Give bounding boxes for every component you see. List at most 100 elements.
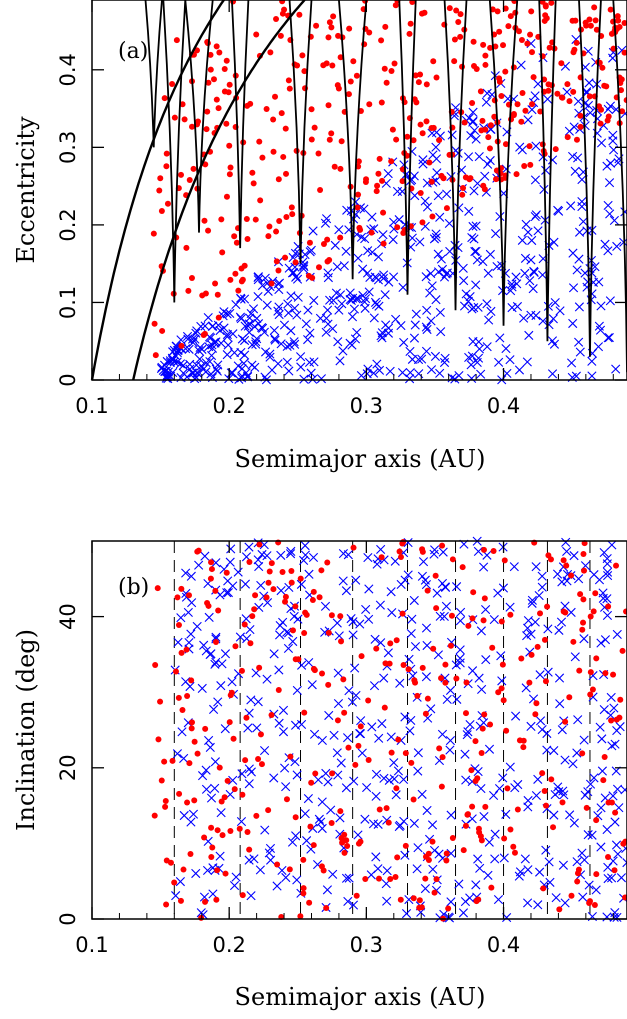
high-e-point	[474, 775, 481, 782]
high-e-point	[328, 24, 335, 31]
low-e-point	[363, 246, 373, 256]
low-e-point	[248, 304, 259, 314]
low-e-point	[480, 171, 490, 181]
high-e-point	[215, 314, 222, 321]
low-e-point	[468, 107, 478, 117]
low-e-point	[522, 623, 533, 633]
high-e-point	[388, 749, 395, 756]
low-e-point	[253, 555, 263, 565]
low-e-point	[343, 896, 353, 907]
high-e-point	[507, 13, 514, 20]
high-e-point	[273, 15, 280, 22]
high-e-point	[213, 896, 220, 903]
high-e-point	[202, 898, 209, 905]
high-e-point	[466, 176, 473, 183]
low-e-point	[471, 280, 481, 290]
low-e-point	[210, 783, 220, 793]
low-e-point	[410, 191, 420, 201]
high-e-point	[600, 777, 607, 784]
low-e-point	[566, 358, 577, 368]
low-e-point	[535, 867, 545, 877]
resonance-spike	[398, 0, 417, 295]
high-e-point	[610, 671, 617, 678]
high-e-point	[442, 661, 449, 668]
high-e-point	[183, 244, 190, 251]
high-e-point	[473, 66, 480, 73]
high-e-point	[289, 627, 296, 634]
low-e-point	[445, 745, 455, 755]
low-e-point	[344, 686, 354, 696]
low-e-point	[530, 91, 540, 101]
low-e-point	[332, 748, 342, 758]
high-e-point	[542, 678, 549, 685]
low-e-point	[371, 791, 381, 801]
high-e-point	[430, 58, 437, 65]
low-e-point	[458, 263, 468, 273]
low-e-point	[191, 328, 201, 338]
low-e-point	[562, 87, 572, 97]
low-e-point	[455, 607, 466, 617]
low-e-point	[341, 586, 351, 596]
low-e-point	[505, 355, 515, 365]
high-e-point	[308, 779, 315, 786]
low-e-point	[575, 347, 585, 357]
low-e-point	[186, 817, 196, 827]
low-e-point	[483, 870, 493, 880]
low-e-point	[300, 809, 310, 819]
low-e-point	[607, 873, 617, 883]
low-e-point	[210, 659, 220, 669]
low-e-point	[215, 851, 225, 861]
low-e-point	[564, 126, 574, 136]
high-e-point	[301, 630, 308, 637]
high-e-point	[259, 154, 266, 161]
high-e-point	[388, 67, 395, 74]
high-e-point	[542, 3, 549, 10]
high-e-point	[425, 856, 432, 863]
high-e-point	[263, 594, 270, 601]
low-e-point	[283, 308, 294, 318]
high-e-point	[479, 725, 486, 732]
high-e-point	[178, 585, 185, 592]
low-e-point	[343, 550, 353, 560]
low-e-point	[574, 227, 585, 237]
high-e-point	[300, 856, 307, 863]
y-tick-label-a: 0.2	[56, 208, 80, 241]
low-e-point	[195, 354, 205, 364]
low-e-point	[305, 328, 315, 338]
high-e-point	[268, 560, 275, 567]
high-e-point	[213, 43, 220, 50]
high-e-point	[480, 617, 487, 624]
low-e-point	[376, 331, 386, 341]
low-e-point	[438, 547, 448, 557]
low-e-point	[562, 546, 572, 557]
low-e-point	[328, 295, 338, 305]
low-e-point	[431, 295, 441, 305]
high-e-point	[373, 188, 380, 195]
low-e-point	[505, 762, 515, 772]
low-e-point	[461, 775, 471, 785]
low-e-point	[514, 365, 525, 375]
low-e-point	[572, 265, 582, 275]
high-e-point	[500, 42, 507, 49]
low-e-point	[205, 742, 215, 752]
high-e-point	[570, 88, 577, 95]
low-e-point	[437, 264, 448, 274]
high-e-point	[378, 99, 385, 106]
low-e-point	[259, 745, 270, 756]
high-e-point	[601, 754, 608, 761]
low-e-point	[484, 315, 494, 325]
low-e-point	[265, 855, 276, 865]
low-e-point	[282, 627, 292, 637]
low-e-point	[379, 773, 389, 783]
low-e-point	[428, 864, 438, 874]
low-e-point	[568, 759, 578, 769]
low-e-point	[231, 872, 241, 882]
high-e-point	[478, 749, 485, 756]
high-e-point	[176, 790, 183, 797]
low-e-point	[554, 673, 565, 683]
low-e-point	[413, 766, 423, 776]
low-e-point	[410, 320, 420, 330]
high-e-point	[286, 85, 293, 92]
high-e-point	[270, 116, 277, 123]
high-e-point	[563, 562, 570, 569]
